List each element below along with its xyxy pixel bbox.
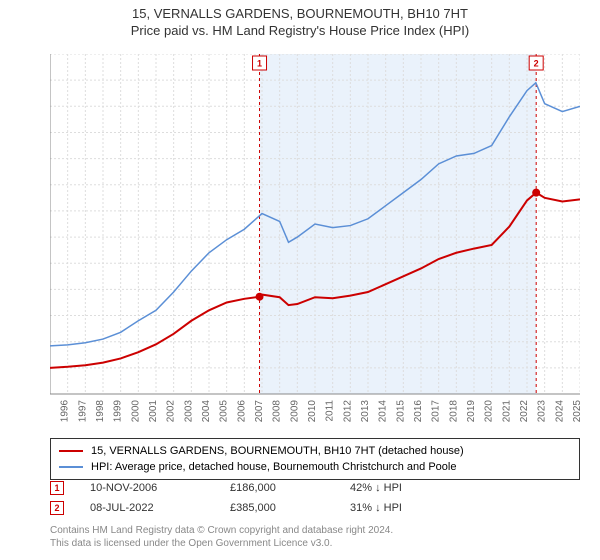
sale-marker-2: 2 (50, 501, 64, 515)
svg-text:2: 2 (534, 59, 539, 69)
sale-rows: 1 10-NOV-2006 £186,000 42% ↓ HPI 2 08-JU… (50, 478, 580, 518)
svg-text:1997: 1997 (77, 400, 88, 423)
chart-svg: £0£50K£100K£150K£200K£250K£300K£350K£400… (50, 54, 580, 424)
sale-date-1: 10-NOV-2006 (90, 482, 230, 494)
svg-text:2021: 2021 (501, 400, 512, 423)
sale-row-1: 1 10-NOV-2006 £186,000 42% ↓ HPI (50, 478, 580, 498)
sale-row-2: 2 08-JUL-2022 £385,000 31% ↓ HPI (50, 498, 580, 518)
legend-item-price-paid: 15, VERNALLS GARDENS, BOURNEMOUTH, BH10 … (59, 443, 571, 459)
svg-text:1998: 1998 (95, 400, 106, 423)
svg-text:2023: 2023 (537, 400, 548, 423)
svg-text:2014: 2014 (378, 400, 389, 423)
svg-text:2020: 2020 (484, 400, 495, 423)
legend-swatch-price-paid (59, 450, 83, 452)
title-address: 15, VERNALLS GARDENS, BOURNEMOUTH, BH10 … (0, 6, 600, 21)
footer-line2: This data is licensed under the Open Gov… (50, 537, 580, 550)
sale-price-2: £385,000 (230, 502, 350, 514)
svg-text:2005: 2005 (219, 400, 230, 423)
svg-text:2024: 2024 (554, 400, 565, 423)
svg-text:2006: 2006 (236, 400, 247, 423)
svg-text:2009: 2009 (289, 400, 300, 423)
footer-line1: Contains HM Land Registry data © Crown c… (50, 524, 580, 537)
legend-swatch-hpi (59, 466, 83, 468)
svg-text:2015: 2015 (395, 400, 406, 423)
legend-label-hpi: HPI: Average price, detached house, Bour… (91, 461, 456, 473)
svg-text:2003: 2003 (183, 400, 194, 423)
svg-text:1996: 1996 (60, 400, 71, 423)
svg-text:2001: 2001 (148, 400, 159, 423)
svg-text:2010: 2010 (307, 400, 318, 423)
chart-area: £0£50K£100K£150K£200K£250K£300K£350K£400… (50, 54, 580, 424)
down-arrow-icon: ↓ (375, 482, 381, 494)
sale-price-1: £186,000 (230, 482, 350, 494)
svg-text:2022: 2022 (519, 400, 530, 423)
svg-text:2008: 2008 (272, 400, 283, 423)
legend-label-price-paid: 15, VERNALLS GARDENS, BOURNEMOUTH, BH10 … (91, 445, 464, 457)
svg-text:2013: 2013 (360, 400, 371, 423)
svg-text:2000: 2000 (130, 400, 141, 423)
title-block: 15, VERNALLS GARDENS, BOURNEMOUTH, BH10 … (0, 0, 600, 38)
title-subtitle: Price paid vs. HM Land Registry's House … (0, 23, 600, 38)
svg-text:2018: 2018 (448, 400, 459, 423)
chart-container: 15, VERNALLS GARDENS, BOURNEMOUTH, BH10 … (0, 0, 600, 560)
legend-box: 15, VERNALLS GARDENS, BOURNEMOUTH, BH10 … (50, 438, 580, 480)
legend-item-hpi: HPI: Average price, detached house, Bour… (59, 459, 571, 475)
svg-text:1: 1 (257, 59, 262, 69)
svg-text:2016: 2016 (413, 400, 424, 423)
svg-text:2002: 2002 (166, 400, 177, 423)
footer: Contains HM Land Registry data © Crown c… (50, 524, 580, 550)
svg-text:1999: 1999 (113, 400, 124, 423)
sale-marker-1: 1 (50, 481, 64, 495)
sale-date-2: 08-JUL-2022 (90, 502, 230, 514)
svg-text:2012: 2012 (342, 400, 353, 423)
svg-text:2019: 2019 (466, 400, 477, 423)
svg-text:2007: 2007 (254, 400, 265, 423)
svg-text:2025: 2025 (572, 400, 580, 423)
svg-text:2017: 2017 (431, 400, 442, 423)
svg-text:1995: 1995 (50, 400, 53, 423)
sale-pct-2: 31% ↓ HPI (350, 502, 470, 514)
svg-text:2011: 2011 (325, 400, 336, 422)
sale-pct-1: 42% ↓ HPI (350, 482, 470, 494)
down-arrow-icon: ↓ (375, 502, 381, 514)
svg-text:2004: 2004 (201, 400, 212, 423)
